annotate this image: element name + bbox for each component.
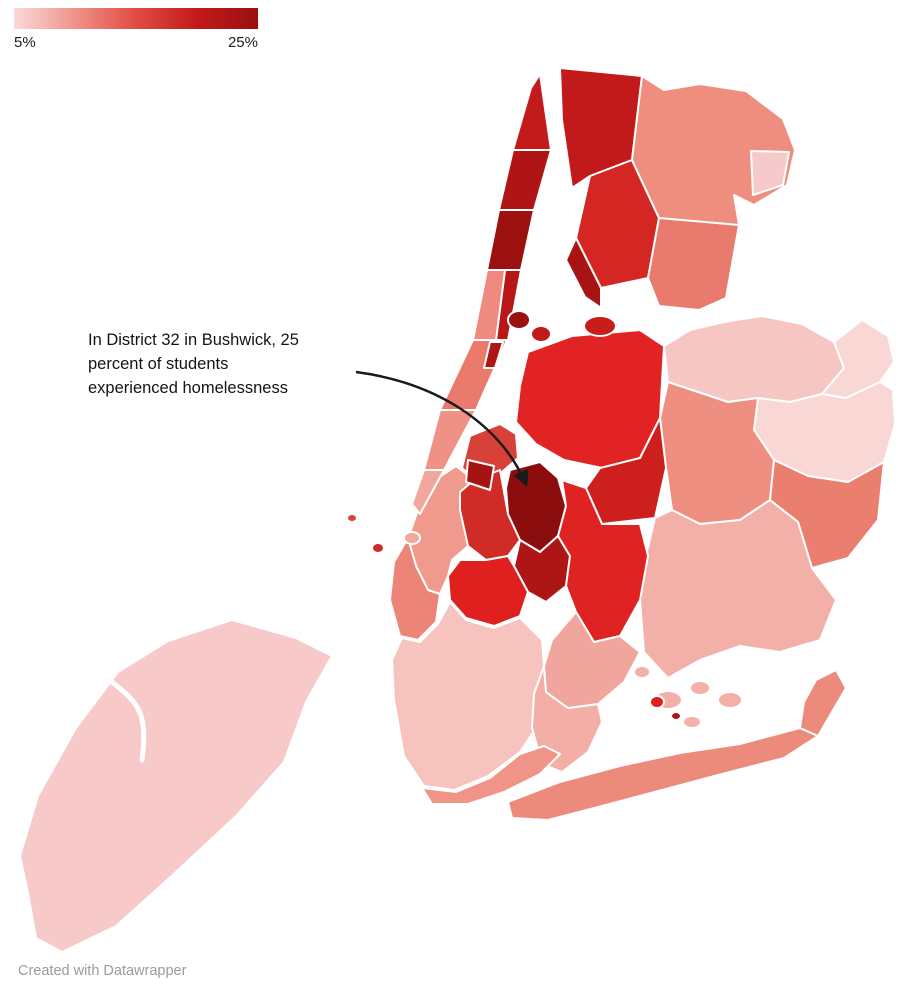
legend-min-label: 5% [14, 34, 36, 51]
district-bronx-8[interactable] [647, 217, 740, 311]
district-bronx-7[interactable] [565, 237, 602, 309]
district-queens-30-west[interactable] [515, 329, 665, 469]
district-queens-28[interactable] [659, 381, 775, 525]
island-jamaica-bay-red[interactable] [649, 695, 665, 709]
annotation-line: In District 32 in Bushwick, 25 [88, 331, 299, 349]
legend-labels: 5% 25% [14, 34, 258, 51]
district-staten-island-31[interactable] [19, 619, 333, 953]
island-jamaica-bay-4[interactable] [633, 665, 651, 679]
district-brooklyn-bay-ridge[interactable] [389, 537, 441, 641]
legend-max-label: 25% [227, 34, 258, 51]
island-rikers[interactable] [583, 315, 617, 337]
district-manhattan-5-harlem[interactable] [486, 209, 535, 271]
district-manhattan-6[interactable] [512, 73, 552, 151]
annotation-district-32: In District 32 in Bushwick, 25 percent o… [88, 328, 299, 400]
island-ellis[interactable] [371, 542, 385, 554]
district-queens-27[interactable] [639, 499, 837, 679]
district-manhattan-6-south[interactable] [498, 149, 552, 211]
island-jamaica-bay-5[interactable] [682, 715, 702, 729]
district-manhattan-midtown-east[interactable] [483, 341, 504, 369]
island-jamaica-bay-2[interactable] [689, 680, 711, 696]
island-randalls[interactable] [507, 310, 531, 330]
island-jamaica-bay-3[interactable] [717, 691, 743, 709]
island-jamaica-bay-dark[interactable] [670, 711, 682, 721]
district-manhattan-1[interactable] [411, 469, 445, 515]
island-wards[interactable] [530, 325, 552, 343]
legend-gradient [14, 8, 258, 29]
district-bronx-northeast[interactable] [750, 150, 790, 196]
district-rockaway-peninsula[interactable] [507, 727, 819, 821]
annotation-arrow [355, 370, 529, 487]
annotation-line: percent of students [88, 355, 229, 373]
district-brooklyn-23[interactable] [447, 555, 529, 627]
district-brooklyn-18[interactable] [543, 611, 641, 709]
district-far-rockaway[interactable] [799, 669, 847, 737]
staten-island-creek [93, 665, 147, 763]
legend: 5% 25% [14, 8, 258, 51]
district-coney-island[interactable] [421, 745, 561, 805]
district-brooklyn-13[interactable] [465, 459, 495, 491]
datawrapper-attribution-link[interactable]: Created with Datawrapper [18, 963, 187, 979]
annotation-line: experienced homelessness [88, 379, 288, 397]
island-liberty[interactable] [346, 513, 358, 523]
island-governors[interactable] [403, 531, 421, 545]
